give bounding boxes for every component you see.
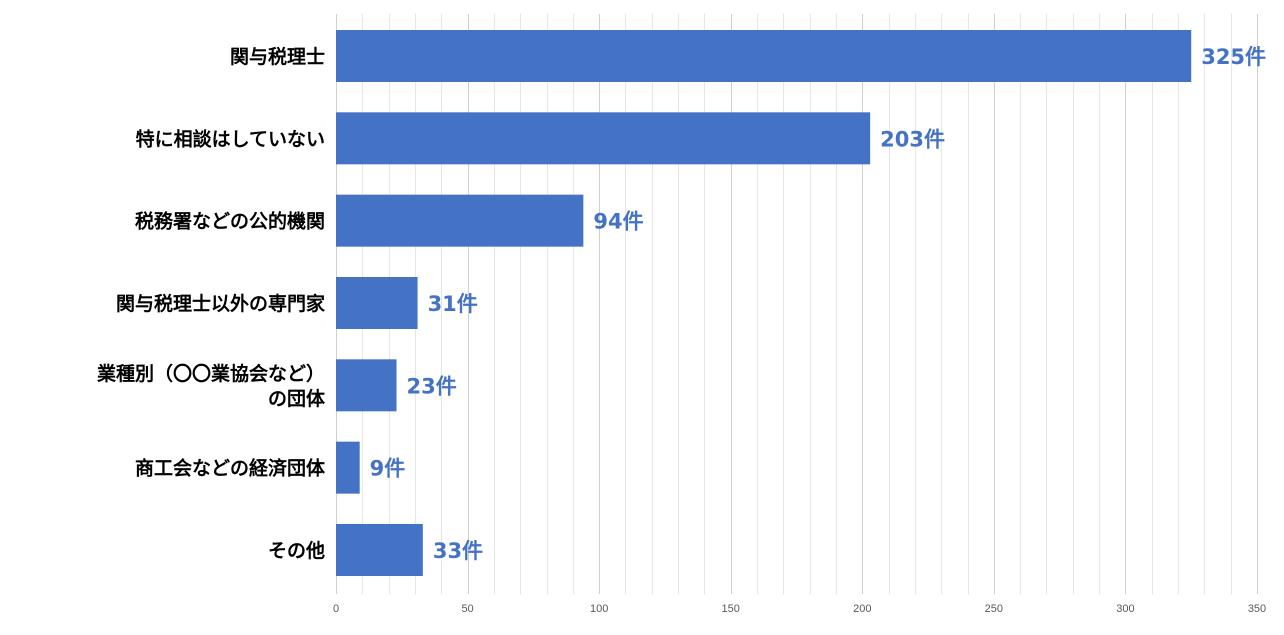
category-label: 関与税理士 (230, 45, 325, 68)
x-tick-label: 350 (1248, 603, 1266, 615)
data-label: 203件 (880, 127, 945, 151)
category-label: 特に相談はしていない (136, 127, 325, 150)
category-label: の団体 (268, 387, 326, 410)
category-label: 関与税理士以外の専門家 (116, 292, 326, 315)
data-label: 94件 (593, 210, 643, 234)
x-tick-label: 300 (1116, 603, 1134, 615)
x-tick-label: 0 (333, 603, 339, 615)
category-label: 業種別（〇〇業協会など） (96, 362, 325, 385)
bar (336, 30, 1192, 82)
bar (336, 112, 871, 165)
x-tick-label: 150 (722, 603, 740, 615)
category-label: 税務署などの公的機関 (135, 210, 325, 233)
x-tick-label: 100 (590, 603, 608, 615)
x-tick-label: 250 (985, 603, 1003, 615)
category-label: 商工会などの経済団体 (135, 457, 326, 480)
data-label: 23件 (407, 374, 457, 398)
data-label: 33件 (433, 539, 483, 563)
bar (336, 359, 397, 412)
x-tick-label: 50 (461, 603, 473, 615)
bar (336, 441, 360, 494)
data-label: 9件 (370, 457, 406, 481)
category-label: その他 (268, 539, 325, 562)
bar (336, 194, 584, 247)
bar (336, 523, 423, 576)
bar (336, 276, 418, 329)
x-tick-label: 200 (853, 603, 871, 615)
data-label: 325件 (1201, 45, 1266, 69)
data-label: 31件 (428, 292, 478, 316)
